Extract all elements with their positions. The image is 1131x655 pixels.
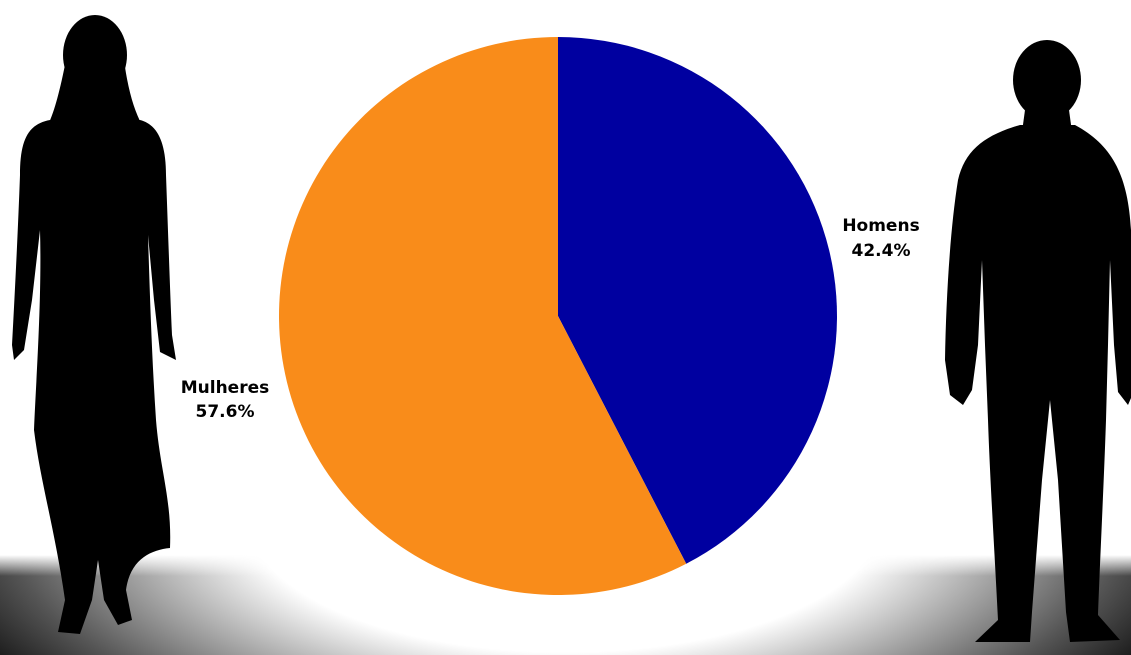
slice-value-homens: 42.4% [852,241,911,261]
man-silhouette-icon [945,40,1131,642]
slice-value-mulheres: 57.6% [196,402,255,422]
slice-label-homens: Homens [842,216,919,236]
woman-silhouette-icon [12,15,176,634]
pie-slices [279,37,837,595]
slice-label-mulheres: Mulheres [181,378,270,398]
